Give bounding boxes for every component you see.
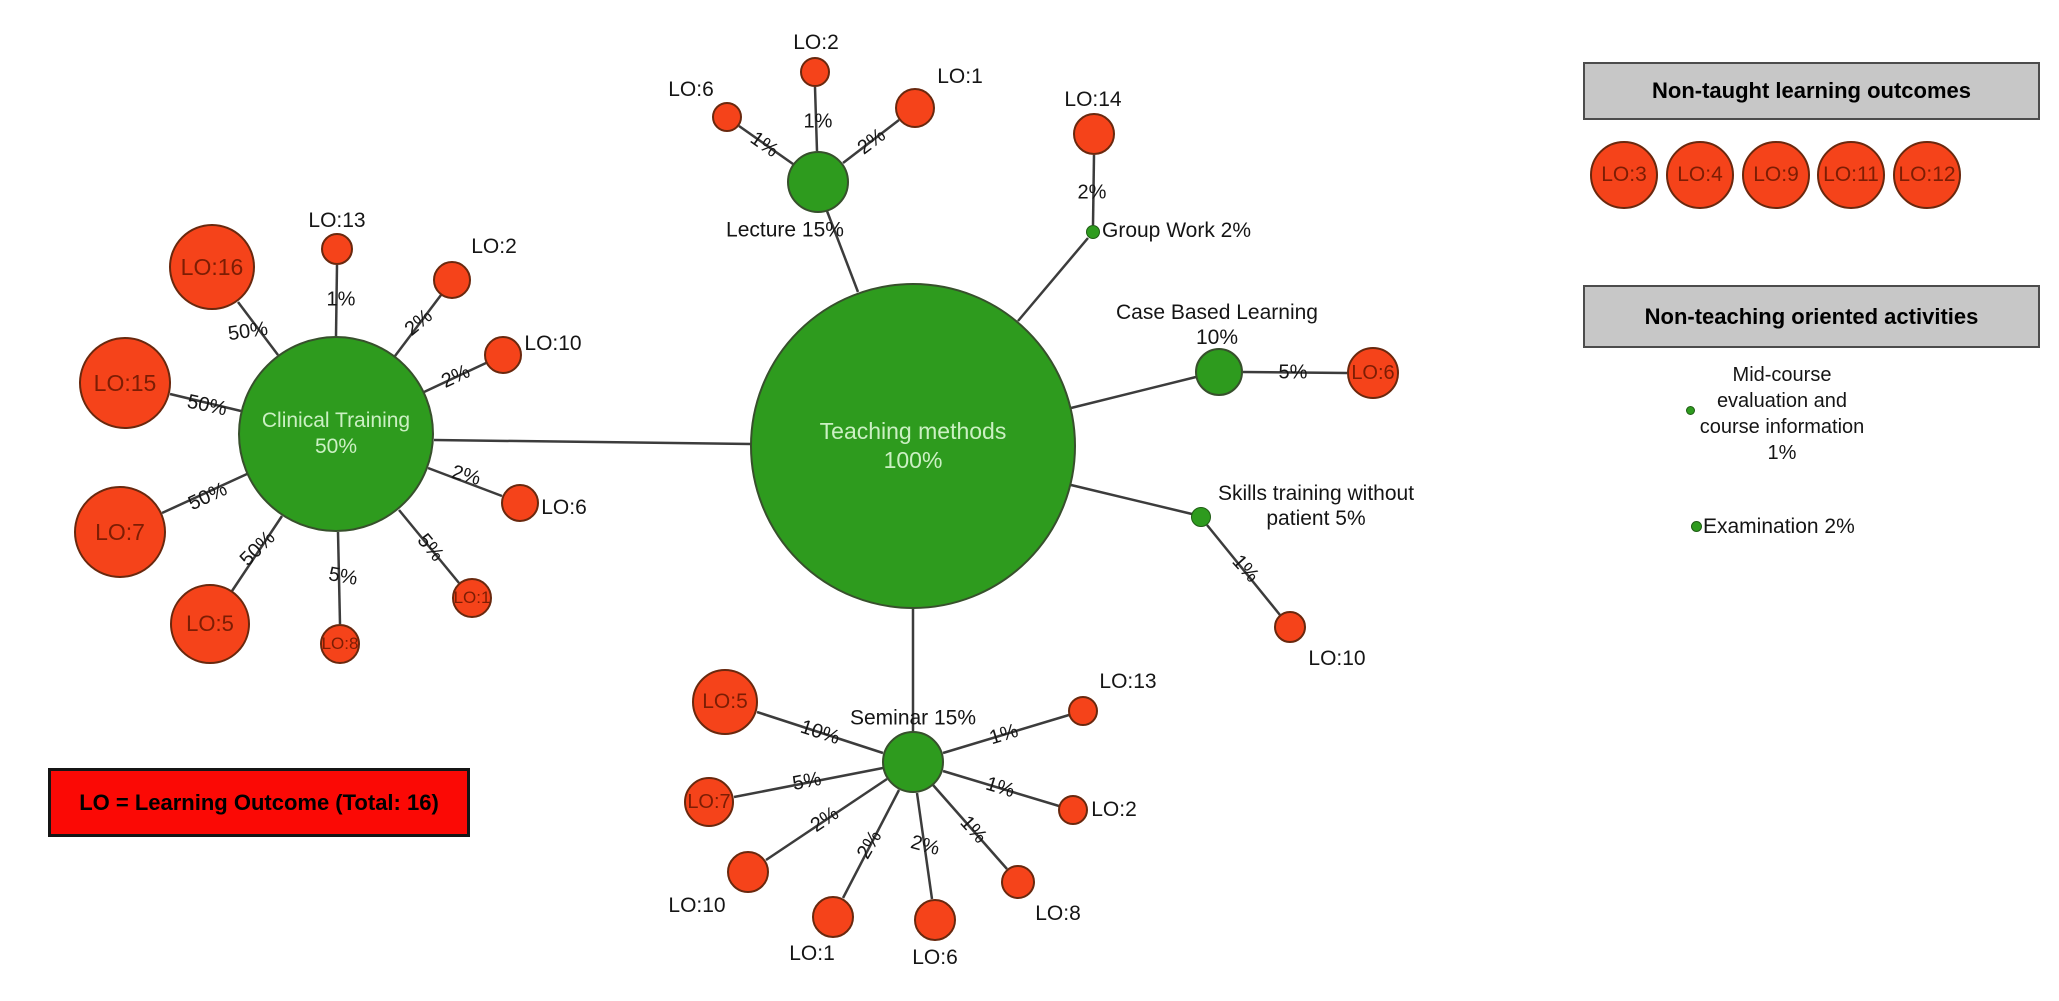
outcome-node-lo10 (484, 336, 522, 374)
outcome-node-lo14 (1073, 113, 1115, 155)
edge-pct: 5% (1278, 361, 1308, 384)
teaching-methods-pct: 100% (883, 447, 943, 473)
examination-label: Examination 2% (1703, 515, 1855, 538)
case-based-learning-label: Case Based Learning 10% (1116, 301, 1318, 349)
edge-pct: 2% (908, 831, 942, 860)
edge-pct: 2% (852, 826, 887, 863)
edge-pct: 2% (853, 124, 890, 160)
edge-pct: 10% (797, 715, 843, 750)
outcome-node-lecture-lo2 (800, 57, 830, 87)
outcome-node-cbl-lo6: LO:6 (1347, 347, 1399, 399)
outcome-node-sem-lo5: LO:5 (692, 669, 758, 735)
mid-course-dot (1686, 406, 1695, 415)
outcome-node-lecture-lo1 (895, 88, 935, 128)
mid-course-label: Mid-course evaluation and course informa… (1699, 364, 1865, 464)
outcome-label-lo6: LO:6 (541, 496, 587, 519)
outcome-label-lo13: LO:13 (308, 209, 366, 232)
edge-pct: 5% (412, 529, 449, 566)
outcome-node-lo8: LO:8 (320, 624, 360, 664)
edge-pct: 2% (1077, 181, 1107, 204)
outcome-node-skills-lo10 (1274, 611, 1306, 643)
edge-pct: 2% (806, 802, 843, 837)
clinical-training-label: Clinical Training 50% (261, 408, 411, 458)
outcome-label-lo14: LO:14 (1064, 88, 1122, 111)
outcome-label-sem-lo2: LO:2 (1091, 798, 1137, 821)
outcome-node-lo13 (321, 233, 353, 265)
node-teaching-methods: Teaching methods 100% (750, 283, 1076, 609)
node-lecture (787, 151, 849, 213)
edge-pct: 2% (449, 461, 483, 490)
outcome-label-skills-lo10: LO:10 (1308, 647, 1366, 670)
legend-outcome-lo12: LO:12 (1893, 141, 1961, 209)
edge-pct: 50% (235, 526, 280, 571)
outcome-node-sem-lo2 (1058, 795, 1088, 825)
node-seminar (882, 731, 944, 793)
edge-pct: 50% (184, 478, 231, 515)
node-skills-training (1191, 507, 1211, 527)
outcome-node-sem-lo13 (1068, 696, 1098, 726)
node-clinical-training: Clinical Training 50% (238, 336, 434, 532)
outcome-label-lecture-lo2: LO:2 (793, 31, 839, 54)
legend-outcome-lo4: LO:4 (1666, 141, 1734, 209)
outcome-label-lo2: LO:2 (471, 235, 517, 258)
edge-pct: 1% (803, 110, 833, 133)
edge-pct: 2% (438, 360, 474, 393)
outcome-node-lo5: LO:5 (170, 584, 250, 664)
outcome-node-lo2 (433, 261, 471, 299)
outcome-node-lo1: LO:1 (452, 578, 492, 618)
outcome-node-sem-lo6 (914, 899, 956, 941)
edge-pct: 2% (400, 304, 437, 341)
lo-definition-note: LO = Learning Outcome (Total: 16) (48, 768, 470, 837)
legend-non-teaching-header: Non-teaching oriented activities (1583, 285, 2040, 348)
outcome-node-sem-lo1 (812, 896, 854, 938)
outcome-node-lo7: LO:7 (74, 486, 166, 578)
legend-non-taught-header: Non-taught learning outcomes (1583, 62, 2040, 120)
outcome-node-lecture-lo6 (712, 102, 742, 132)
outcome-label-sem-lo6: LO:6 (912, 946, 958, 969)
outcome-node-sem-lo7: LO:7 (684, 777, 734, 827)
outcome-label-lecture-lo6: LO:6 (668, 78, 714, 101)
seminar-label: Seminar 15% (849, 706, 977, 730)
edge-pct: 1% (955, 811, 992, 848)
edge-pct: 1% (1227, 550, 1264, 587)
teaching-methods-label: Teaching methods (819, 418, 1007, 445)
legend-outcome-lo11: LO:11 (1817, 141, 1885, 209)
lecture-label: Lecture 15% (726, 218, 844, 242)
node-case-based-learning (1195, 348, 1243, 396)
outcome-node-sem-lo10 (727, 851, 769, 893)
outcome-label-lecture-lo1: LO:1 (937, 65, 983, 88)
outcome-node-sem-lo8 (1001, 865, 1035, 899)
legend-outcome-lo9: LO:9 (1742, 141, 1810, 209)
outcome-node-lo15: LO:15 (79, 337, 171, 429)
edge-pct: 1% (986, 719, 1021, 750)
edge-pct: 50% (226, 317, 270, 346)
edge-pct: 5% (326, 563, 360, 590)
examination-dot (1691, 521, 1702, 532)
outcome-label-sem-lo8: LO:8 (1035, 902, 1081, 925)
legend-outcome-lo3: LO:3 (1590, 141, 1658, 209)
edge-pct: 1% (326, 288, 356, 311)
outcome-node-lo16: LO:16 (169, 224, 255, 310)
outcome-label-sem-lo1: LO:1 (789, 942, 835, 965)
skills-training-label: Skills training without patient 5% (1217, 482, 1415, 530)
edge-pct: 1% (983, 772, 1018, 803)
edge-pct: 1% (746, 127, 783, 162)
outcome-label-sem-lo10: LO:10 (668, 894, 726, 917)
node-group-work (1086, 225, 1100, 239)
outcome-node-lo6 (501, 484, 539, 522)
edge-pct: 50% (185, 390, 229, 421)
edge-pct: 5% (790, 767, 824, 796)
group-work-label: Group Work 2% (1102, 219, 1251, 242)
outcome-label-lo10: LO:10 (524, 332, 582, 355)
outcome-label-sem-lo13: LO:13 (1099, 670, 1157, 693)
